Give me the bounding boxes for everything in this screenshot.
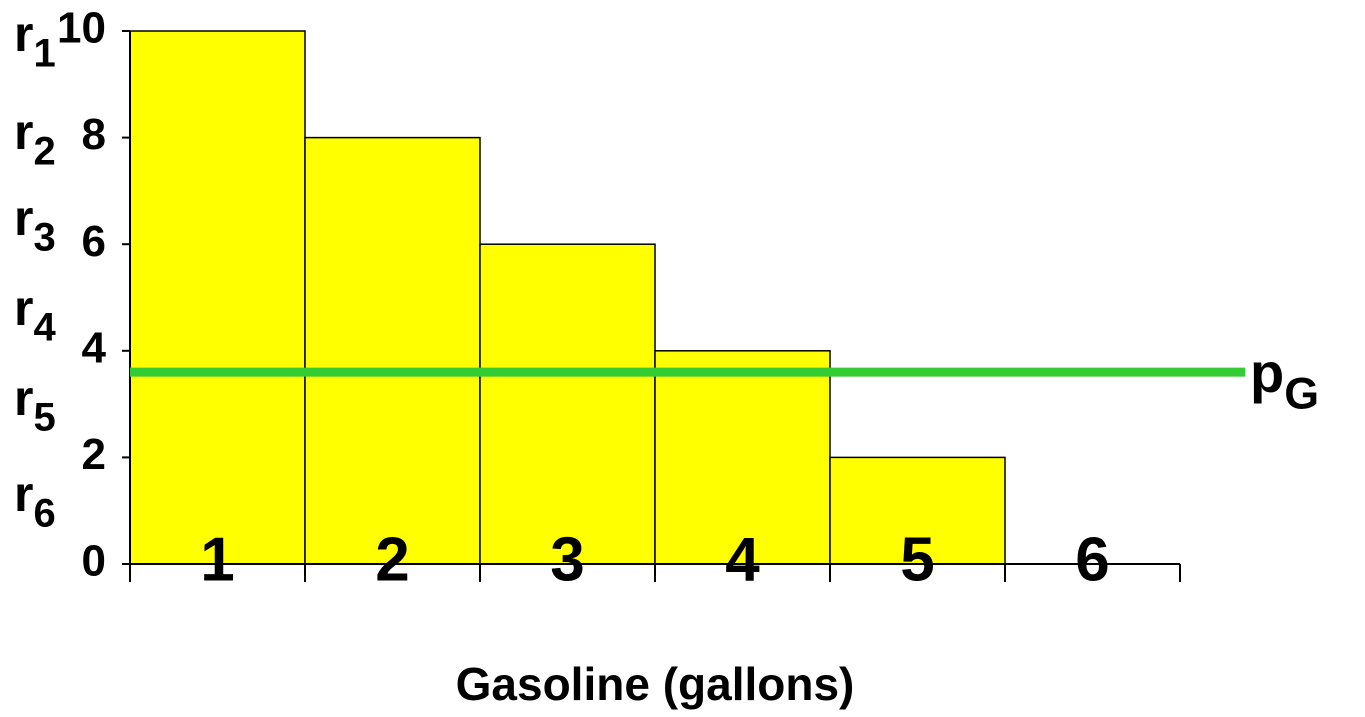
r-label-base: r bbox=[14, 370, 33, 426]
r-label: r4 bbox=[14, 280, 56, 349]
price-label-sub: G bbox=[1284, 369, 1319, 419]
x-tick-label: 1 bbox=[200, 525, 234, 594]
bar bbox=[129, 30, 306, 565]
price-label: pG bbox=[1250, 341, 1319, 419]
y-tick-label: 6 bbox=[82, 217, 106, 266]
y-tick-label: 2 bbox=[82, 430, 106, 479]
r-label-sub: 5 bbox=[33, 395, 55, 439]
x-tick-label: 5 bbox=[900, 525, 934, 594]
r-label: r6 bbox=[14, 466, 56, 535]
r-label: r2 bbox=[14, 104, 56, 173]
r-label-base: r bbox=[14, 466, 33, 522]
x-tick-label: 2 bbox=[375, 525, 409, 594]
r-label-base: r bbox=[14, 6, 33, 62]
r-label: r3 bbox=[14, 190, 56, 259]
bar bbox=[479, 243, 656, 565]
r-label-sub: 2 bbox=[33, 129, 55, 173]
r-label-base: r bbox=[14, 190, 33, 246]
bar bbox=[654, 350, 831, 565]
r-label: r5 bbox=[14, 370, 56, 439]
r-label-base: r bbox=[14, 104, 33, 160]
y-tick-label: 8 bbox=[82, 110, 106, 159]
bar bbox=[829, 456, 1006, 565]
x-tick-label: 3 bbox=[550, 525, 584, 594]
x-axis-label: Gasoline (gallons) bbox=[456, 658, 855, 710]
r-label: r1 bbox=[14, 6, 56, 75]
bar bbox=[304, 136, 481, 565]
r-label-sub: 6 bbox=[33, 491, 55, 535]
price-label-base: p bbox=[1250, 341, 1284, 404]
x-tick-label: 6 bbox=[1075, 525, 1109, 594]
r-label-sub: 4 bbox=[33, 305, 56, 349]
y-tick-label: 10 bbox=[57, 4, 106, 53]
y-tick-label: 0 bbox=[82, 537, 106, 586]
r-label-sub: 3 bbox=[33, 215, 55, 259]
r-label-sub: 1 bbox=[33, 31, 55, 75]
x-tick-label: 4 bbox=[725, 525, 760, 594]
r-label-base: r bbox=[14, 280, 33, 336]
y-tick-label: 4 bbox=[82, 323, 107, 372]
